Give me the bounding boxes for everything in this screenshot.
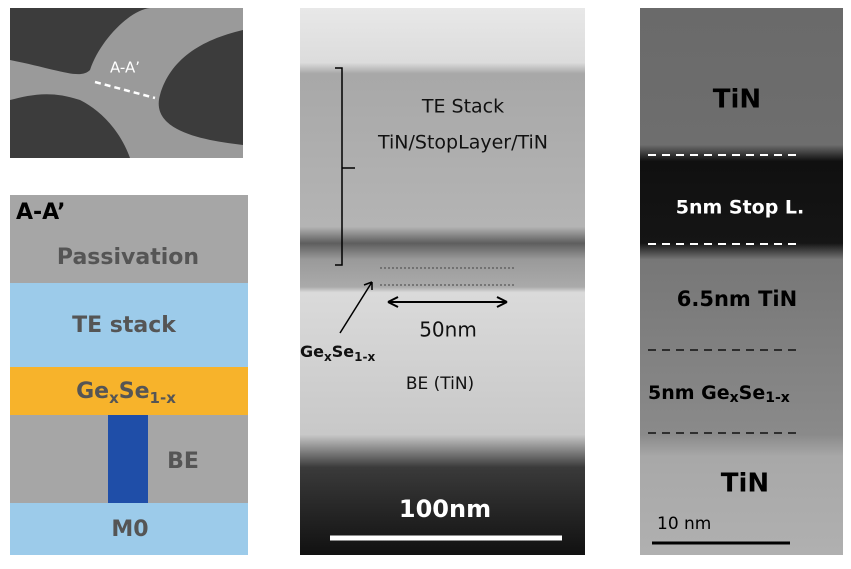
text-part: x (730, 390, 739, 406)
layer-label: GexSe1-x (76, 379, 176, 407)
sem-label: A-A’ (110, 59, 140, 77)
tem-image (300, 8, 585, 555)
pointer (339, 281, 373, 334)
scale-label: 100nm (399, 495, 491, 523)
layer (10, 367, 248, 415)
tem-label: TE Stack (421, 96, 504, 118)
layer-label: 6.5nm TiN (677, 287, 797, 311)
bracket (335, 67, 355, 266)
be-plug (108, 415, 148, 503)
width-arrow (387, 296, 508, 308)
text-part: 1-x (354, 350, 375, 364)
tem-label: 50nm (419, 318, 477, 342)
tem-label: TiN/StopLayer/TiN (377, 132, 548, 154)
section-label: A-A’ (16, 200, 66, 225)
layer (10, 195, 248, 283)
layer-label: BE (167, 449, 199, 474)
text-part: Se (739, 382, 766, 404)
layer-label: TiN (713, 85, 761, 115)
text-part: Ge (76, 379, 109, 404)
text-part: 1-x (150, 389, 177, 407)
layer-label: M0 (111, 517, 148, 542)
text-part: Se (119, 379, 150, 404)
layer-label: TiN (721, 469, 769, 499)
layer (10, 503, 248, 555)
hrtem-image (640, 8, 843, 555)
scale-label: 10 nm (657, 514, 711, 534)
cut-line (94, 80, 156, 100)
text-part: x (324, 350, 332, 364)
layer-label: TE stack (72, 313, 177, 338)
tem-label: BE (TiN) (406, 374, 474, 394)
text-part: 5nm Ge (648, 382, 730, 404)
tem-label: GexSe1-x (300, 342, 375, 364)
layer-label: Passivation (57, 245, 199, 270)
text-part: 1-x (765, 390, 790, 406)
layer-label: 5nm GexSe1-x (648, 382, 790, 407)
layer-label: 5nm Stop L. (676, 197, 805, 219)
text-part: Se (332, 342, 355, 361)
text-part: Ge (300, 342, 324, 361)
sem-wire (10, 8, 243, 158)
text-part: x (109, 389, 119, 407)
layer (10, 283, 248, 367)
